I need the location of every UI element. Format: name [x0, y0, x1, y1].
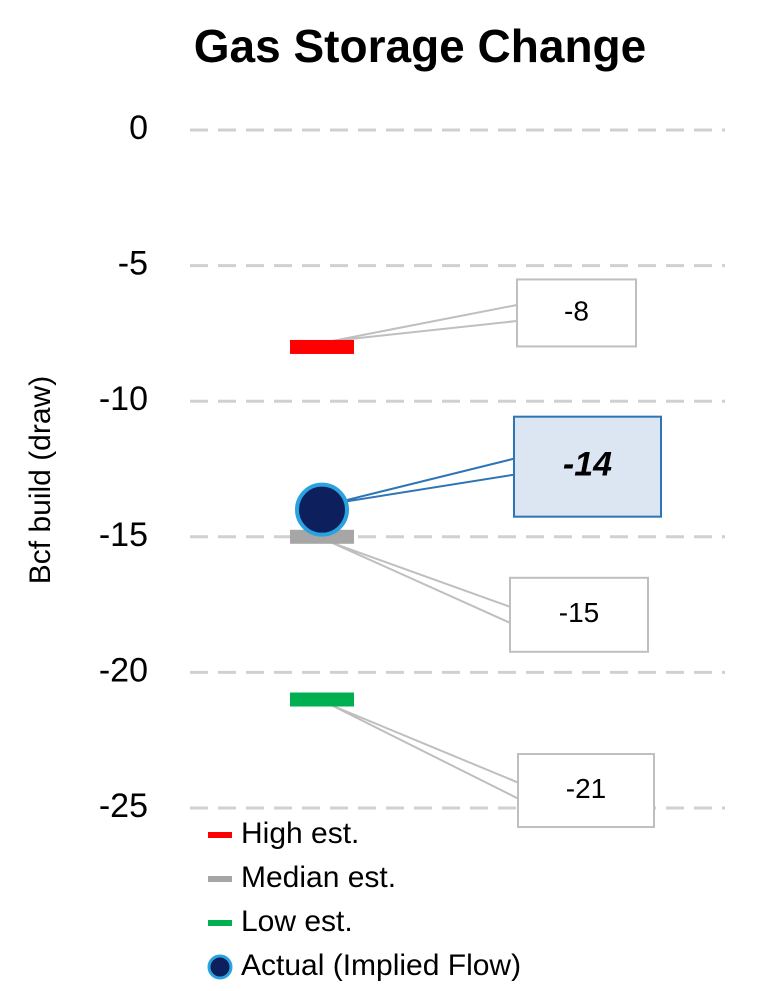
chart-title: Gas Storage Change — [194, 20, 646, 72]
label-box — [517, 753, 655, 829]
data-label: -14 — [563, 446, 612, 484]
data-label: -21 — [566, 773, 606, 804]
estimate-marker — [290, 529, 354, 544]
y-tick-label: 0 — [129, 109, 148, 147]
estimate-marker — [290, 339, 354, 354]
actual-marker — [295, 482, 349, 537]
legend-label: High est. — [241, 817, 359, 850]
y-axis-label: Bcf build (draw) — [24, 376, 57, 584]
legend-swatch — [208, 876, 232, 882]
legend-label: Low est. — [241, 905, 353, 938]
label-box — [516, 278, 637, 348]
y-tick-label: -25 — [99, 787, 148, 825]
legend-label: Actual (Implied Flow) — [241, 949, 521, 982]
leader-line — [331, 541, 511, 625]
data-label: -8 — [564, 295, 589, 326]
leader-line — [331, 303, 518, 342]
label-box — [513, 415, 662, 518]
data-label: -15 — [559, 597, 599, 628]
leader-line — [331, 457, 515, 505]
label-box — [509, 576, 649, 653]
leader-line — [331, 704, 519, 801]
legend-swatch — [208, 920, 232, 926]
legend-swatch — [207, 954, 233, 980]
y-tick-label: -15 — [99, 516, 148, 554]
y-tick-label: -20 — [99, 651, 148, 689]
estimate-marker — [290, 692, 354, 707]
legend-swatch — [208, 832, 232, 838]
y-tick-label: -10 — [99, 380, 148, 418]
legend-label: Median est. — [241, 861, 396, 894]
y-tick-label: -5 — [118, 245, 148, 283]
